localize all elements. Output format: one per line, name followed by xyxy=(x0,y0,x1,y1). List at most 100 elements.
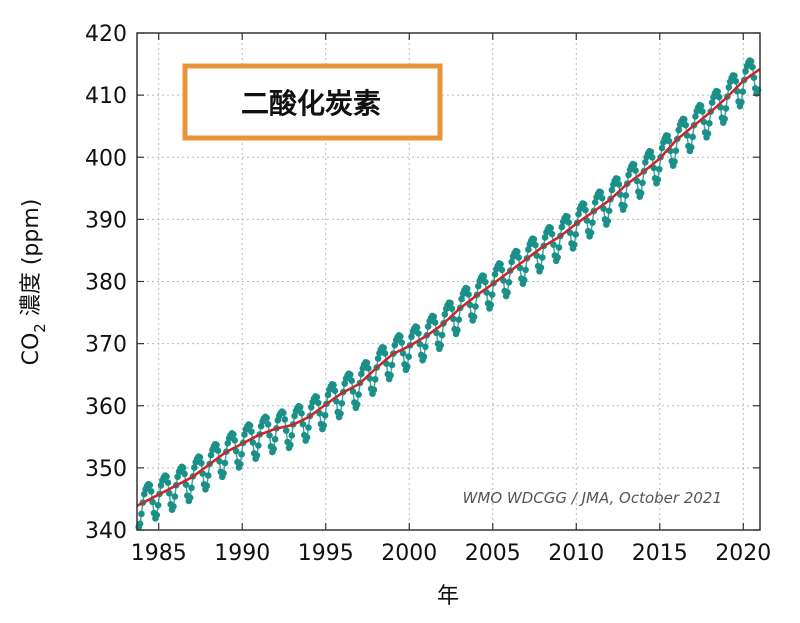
monthly-point xyxy=(270,445,277,453)
monthly-point xyxy=(371,376,379,383)
monthly-point xyxy=(430,313,438,320)
monthly-point xyxy=(266,431,273,439)
monthly-point xyxy=(264,421,272,428)
monthly-point xyxy=(637,189,645,197)
monthly-point xyxy=(614,175,621,183)
monthly-point xyxy=(404,363,411,370)
monthly-point xyxy=(472,303,479,310)
x-tick-label: 2000 xyxy=(381,541,437,566)
monthly-point xyxy=(665,137,673,145)
monthly-point xyxy=(622,192,630,199)
monthly-point xyxy=(188,484,195,492)
monthly-point xyxy=(714,88,721,95)
monthly-point xyxy=(348,377,355,385)
monthly-point xyxy=(338,400,346,407)
monthly-point xyxy=(547,224,554,232)
monthly-point xyxy=(149,498,156,506)
monthly-point xyxy=(621,202,628,210)
y-axis-label-subscript: 2 xyxy=(31,323,49,333)
monthly-point xyxy=(625,171,632,179)
monthly-point xyxy=(541,234,549,241)
monthly-point xyxy=(374,355,382,362)
monthly-point xyxy=(455,316,463,323)
chart-title: 二酸化炭素 xyxy=(241,87,381,120)
monthly-point xyxy=(537,264,545,271)
monthly-point xyxy=(632,167,639,174)
monthly-point xyxy=(330,381,337,389)
monthly-point xyxy=(331,387,339,395)
monthly-point xyxy=(320,422,328,429)
monthly-point xyxy=(288,432,296,439)
y-tick-label: 370 xyxy=(85,333,127,358)
y-axis-label: CO2 濃度 (ppm) xyxy=(19,199,49,366)
monthly-point xyxy=(732,77,740,85)
monthly-point xyxy=(353,401,361,408)
monthly-point xyxy=(474,282,482,290)
monthly-point xyxy=(287,441,294,449)
monthly-point xyxy=(697,102,705,110)
monthly-point xyxy=(487,301,495,309)
monthly-point xyxy=(255,442,262,449)
monthly-point xyxy=(738,98,745,106)
monthly-point xyxy=(221,459,229,467)
trend-line xyxy=(136,67,761,508)
monthly-point xyxy=(381,350,389,357)
monthly-point xyxy=(321,411,329,419)
monthly-point xyxy=(236,460,244,468)
monthly-point xyxy=(458,295,465,303)
monthly-point xyxy=(358,370,365,378)
monthly-point xyxy=(224,439,232,447)
monthly-point xyxy=(196,454,204,461)
monthly-point xyxy=(174,473,181,481)
monthly-point xyxy=(280,409,287,417)
credit-text: WMO WDCGG / JMA, October 2021 xyxy=(463,489,722,507)
y-tick-label: 390 xyxy=(85,208,127,233)
monthly-point xyxy=(231,437,239,444)
monthly-point xyxy=(465,291,472,298)
monthly-point xyxy=(191,464,198,471)
monthly-point xyxy=(164,479,172,486)
monthly-point xyxy=(230,430,237,438)
monthly-point xyxy=(220,469,227,477)
monthly-point xyxy=(598,194,606,202)
monthly-point xyxy=(454,326,461,334)
monthly-point xyxy=(408,333,415,341)
monthly-point xyxy=(597,189,605,196)
monthly-point xyxy=(655,165,663,173)
monthly-point xyxy=(742,67,749,75)
monthly-point xyxy=(186,494,194,501)
monthly-point xyxy=(163,473,170,480)
monthly-point xyxy=(530,235,538,243)
monthly-point xyxy=(313,393,321,401)
monthly-point xyxy=(747,57,755,65)
monthly-point xyxy=(153,511,161,519)
monthly-point xyxy=(165,490,173,497)
monthly-point xyxy=(564,213,571,220)
monthly-point xyxy=(341,380,348,387)
monthly-point xyxy=(654,176,662,183)
monthly-point xyxy=(298,410,305,417)
monthly-point xyxy=(157,482,165,489)
monthly-point xyxy=(463,285,471,293)
monthly-point xyxy=(722,105,730,112)
monthly-point xyxy=(314,399,322,407)
monthly-point xyxy=(198,459,205,467)
monthly-point xyxy=(630,161,638,169)
monthly-point xyxy=(397,333,404,340)
monthly-point xyxy=(647,148,655,156)
monthly-point xyxy=(642,159,649,166)
monthly-point xyxy=(447,299,454,307)
y-tick-label: 420 xyxy=(85,22,127,47)
monthly-point xyxy=(508,258,515,266)
monthly-point xyxy=(591,199,599,206)
monthly-point xyxy=(658,144,666,152)
monthly-point xyxy=(505,278,513,286)
monthly-point xyxy=(731,72,738,80)
monthly-point xyxy=(605,207,613,215)
monthly-point xyxy=(504,289,511,296)
monthly-point xyxy=(675,126,683,134)
monthly-point xyxy=(513,248,521,256)
y-tick-label: 360 xyxy=(85,395,127,420)
monthly-point xyxy=(181,470,188,478)
